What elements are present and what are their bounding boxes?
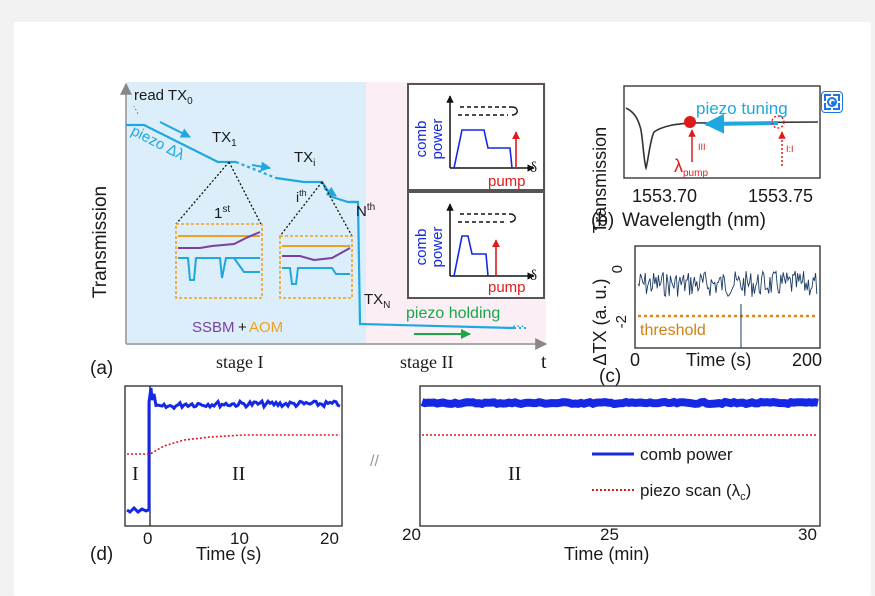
stage-ii-right-label: II <box>508 463 521 485</box>
legend-comb-label: comb power <box>640 445 733 464</box>
panel-b-xlabel: Wavelength (nm) <box>622 210 766 231</box>
stage-ii-d-label: II <box>232 463 245 485</box>
transmission-curve <box>126 123 236 164</box>
svg-text:δ: δ <box>530 268 537 284</box>
panel-d-left-xlabel: Time (s) <box>196 544 261 564</box>
zoom-lines-1 <box>175 161 262 225</box>
lens-icon <box>827 97 837 107</box>
transmission-curve-2 <box>235 160 277 180</box>
panel-a-xlabel: t <box>541 351 547 373</box>
tail-dots: ... <box>512 314 525 331</box>
panel-c-ylabel: ΔTX (a. u.) <box>590 278 610 365</box>
legend-piezo-label: piezo scan (λc) <box>640 481 751 503</box>
panel-c: threshold 0 -2 ΔTX (a. u.) 0 Time (s) 20… <box>590 245 822 387</box>
panel-b: Transmission piezo tuning III I:I λpump … <box>590 85 821 233</box>
piezo-arrow-1 <box>159 121 191 138</box>
stage-i-background <box>126 82 366 344</box>
noise-trace <box>637 269 818 298</box>
resonance-dip <box>625 107 819 171</box>
panel-d-right-xtick-20: 20 <box>402 525 421 544</box>
svg-text:power: power <box>429 227 446 268</box>
piezo-scan-left <box>127 434 340 455</box>
panel-d-left-xtick-20: 20 <box>320 529 339 548</box>
panel-b-tick-2: 1553.75 <box>748 186 813 206</box>
composite-figure: Transmission (a) t read TX0 piezo Δλ TX1… <box>90 82 822 565</box>
nth-label: Nth <box>356 202 375 220</box>
panel-d-label: (d) <box>90 544 113 565</box>
panel-c-frame <box>634 245 821 349</box>
zoom-box-1 <box>175 223 263 299</box>
comb-power-left <box>126 387 341 514</box>
plus-label: + <box>238 319 247 336</box>
ssbm-label: SSBM <box>192 319 235 336</box>
txn-label: TXN <box>364 291 390 311</box>
zoom-lines-i <box>279 181 353 237</box>
read-arrow <box>133 105 139 115</box>
panel-a-ylabel: Transmission <box>90 186 111 298</box>
panel-d-right-xtick-30: 30 <box>798 525 817 544</box>
stage-ii-label: stage II <box>400 352 453 372</box>
svg-text:comb: comb <box>413 229 430 266</box>
piezo-holding-label: piezo holding <box>406 305 500 322</box>
comb-power-right <box>420 397 819 409</box>
txi-label: TXi <box>294 149 315 169</box>
stage-i-d-label: I <box>132 463 139 485</box>
zoom-box-i <box>279 235 353 299</box>
lambda-pump-label: λpump <box>674 156 708 179</box>
panel-c-ytick-m2: -2 <box>613 315 630 328</box>
svg-text:comb: comb <box>413 121 430 158</box>
svg-text:power: power <box>429 119 446 160</box>
tx1-label: TX1 <box>212 129 237 149</box>
pump-marker-solid: III <box>698 142 706 152</box>
panel-d: I II 0 10 20 Time (s) (d) // II comb pow… <box>90 385 821 565</box>
panel-d-right-frame <box>419 385 821 527</box>
pump-marker-dotted: I:I <box>786 144 794 154</box>
ith-label: ith <box>296 188 307 205</box>
svg-text:δ: δ <box>530 160 537 176</box>
aom-label: AOM <box>249 319 283 336</box>
stage-i-label: stage I <box>216 352 263 372</box>
panel-b-tick-1: 1553.70 <box>632 186 697 206</box>
pump-dot <box>684 116 696 128</box>
panel-d-right-xtick-25: 25 <box>600 525 619 544</box>
piezo-tuning-arrow <box>704 113 779 134</box>
panel-a: Transmission (a) t read TX0 piezo Δλ TX1… <box>90 82 548 379</box>
svg-text:pump: pump <box>488 279 526 296</box>
panel-a-label: (a) <box>90 358 113 379</box>
panel-d-left-frame <box>124 385 343 527</box>
panel-c-ytick-0: 0 <box>609 265 626 273</box>
transmission-curve-4 <box>350 200 515 330</box>
figure-card: Transmission (a) t read TX0 piezo Δλ TX1… <box>14 22 871 596</box>
first-label: 1st <box>214 204 230 222</box>
piezo-tuning-label: piezo tuning <box>696 99 788 118</box>
threshold-label: threshold <box>640 322 706 339</box>
panel-c-xlabel: Time (s) <box>686 350 751 370</box>
panel-c-xtick-200: 200 <box>792 350 822 370</box>
panel-d-left-xtick-10: 10 <box>230 529 249 548</box>
panel-b-label: (b) <box>591 210 614 231</box>
panel-b-ylabel: Transmission <box>590 127 610 233</box>
inset-bottom: comb power pump δ <box>407 191 545 299</box>
visual-search-button[interactable] <box>821 91 843 113</box>
read-tx0-label: read TX0 <box>134 87 193 107</box>
pump-dot-old <box>771 115 785 129</box>
panel-c-xtick-0: 0 <box>630 350 640 370</box>
panel-c-label: (c) <box>599 366 621 387</box>
inset-top: comb power pump δ <box>407 83 545 191</box>
panel-d-right-xlabel: Time (min) <box>564 544 649 564</box>
piezo-arrow-2 <box>251 161 271 172</box>
axis-break-mark: // <box>370 453 379 470</box>
panel-d-left-xtick-0: 0 <box>143 529 152 548</box>
svg-text:pump: pump <box>488 173 526 190</box>
